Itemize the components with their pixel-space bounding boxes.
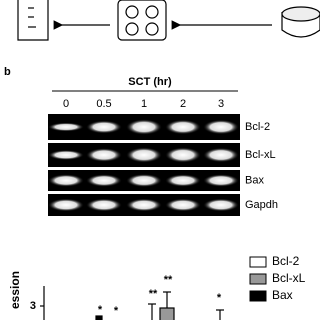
band [203, 198, 239, 212]
band [203, 147, 239, 163]
band [126, 147, 162, 163]
significance-mark: * [98, 304, 103, 316]
significance-mark: ** [164, 274, 173, 286]
y-axis-label: ession [8, 271, 22, 309]
band [48, 122, 84, 132]
bar [159, 307, 175, 323]
well [145, 22, 159, 36]
band [86, 148, 122, 162]
band [86, 120, 122, 134]
band [86, 198, 122, 212]
y-tick-label: 3 [30, 300, 36, 312]
lane-label: 0 [63, 98, 69, 110]
legend-swatch [249, 256, 267, 268]
lane-label: 0.5 [96, 98, 111, 110]
significance-mark: * [114, 305, 119, 317]
band [126, 119, 162, 135]
significance-mark: ** [149, 288, 158, 300]
lane-label: 2 [180, 98, 186, 110]
workflow-diagram [17, 0, 320, 41]
band [165, 119, 201, 135]
legend-swatch [249, 290, 267, 302]
well [145, 5, 159, 19]
legend-label: Bax [272, 288, 293, 302]
band [86, 174, 122, 187]
petri-dish-lid [281, 6, 320, 22]
bars [95, 291, 224, 323]
legend-label: Bcl-2 [272, 254, 300, 268]
row-label: Bcl-2 [245, 121, 270, 133]
band [165, 147, 201, 163]
band [126, 198, 162, 212]
band [48, 150, 84, 160]
band [165, 198, 201, 212]
band [48, 198, 84, 212]
legend-label: Bcl-xL [272, 271, 306, 285]
significance-mark: * [217, 292, 222, 304]
band [203, 119, 239, 135]
panel-label: b [4, 66, 11, 78]
lane-label: 1 [141, 98, 147, 110]
well-plate [117, 0, 167, 41]
band [48, 174, 84, 187]
row-label: Gapdh [245, 199, 278, 211]
row-label: Bax [245, 174, 264, 186]
legend-swatch [249, 273, 267, 285]
band [165, 174, 201, 187]
well [125, 22, 139, 36]
band [126, 173, 162, 188]
band [203, 174, 239, 187]
well [125, 5, 139, 19]
tube [17, 0, 49, 41]
row-label: Bcl-xL [245, 149, 276, 161]
gel-title: SCT (hr) [128, 76, 172, 88]
bar [95, 315, 103, 323]
lane-label: 3 [218, 98, 224, 110]
